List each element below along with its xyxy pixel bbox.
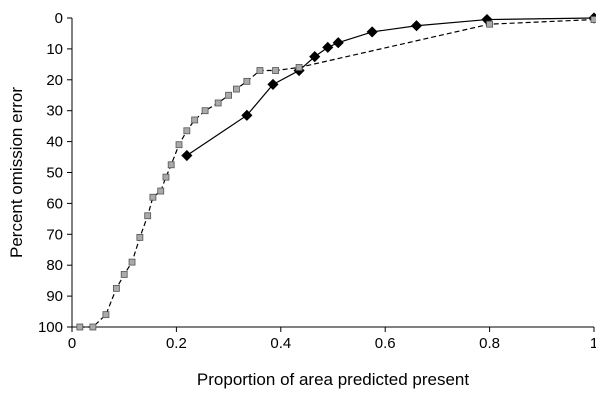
x-tick-label: 0.4 xyxy=(270,335,291,352)
y-tick-label: 10 xyxy=(46,41,63,58)
series-2-point xyxy=(102,311,110,319)
series-1-point xyxy=(309,51,321,63)
series-2-point xyxy=(162,173,170,181)
series-1-point xyxy=(241,109,253,121)
y-tick-label: 50 xyxy=(46,165,63,182)
y-tick-label: 100 xyxy=(38,319,63,336)
series-1-point xyxy=(181,149,193,162)
series-2-point xyxy=(89,323,97,331)
y-tick-label: 0 xyxy=(55,10,63,27)
x-tick-label: 0.8 xyxy=(479,335,500,352)
series-2-point xyxy=(175,141,183,149)
series-1-line xyxy=(186,17,595,157)
y-axis-title: Percent omission error xyxy=(7,87,26,258)
x-axis-ticks: 0 0.2 0.4 0.6 0.8 1 xyxy=(68,327,596,352)
series-1-point xyxy=(267,78,279,91)
series-2-line xyxy=(79,18,595,328)
series-2-point xyxy=(243,77,251,85)
y-tick-label: 80 xyxy=(46,257,63,274)
series-2-point xyxy=(157,187,165,195)
y-axis-ticks: 0 10 20 30 40 50 60 70 80 90 100 xyxy=(38,10,72,336)
x-tick-label: 0.2 xyxy=(166,335,187,352)
series-1-point xyxy=(322,41,334,53)
y-tick-label: 40 xyxy=(46,134,63,151)
series-2-point xyxy=(590,16,596,23)
y-tick-label: 30 xyxy=(46,103,63,120)
y-tick-label: 20 xyxy=(46,72,63,89)
series-2-point xyxy=(149,193,157,201)
series-1-point xyxy=(332,37,344,49)
x-tick-label: 0 xyxy=(68,335,76,352)
series-2-point xyxy=(144,212,152,220)
series-2-point xyxy=(167,161,175,169)
x-tick-label: 1 xyxy=(590,335,596,352)
x-axis-title: Proportion of area predicted present xyxy=(197,370,469,389)
series-2-point xyxy=(191,116,199,124)
series-2-point xyxy=(76,323,84,331)
series-2-point xyxy=(136,233,144,241)
y-tick-label: 60 xyxy=(46,195,63,212)
series-2-point xyxy=(272,67,279,74)
y-tick-label: 70 xyxy=(46,226,63,243)
series-2-point xyxy=(486,20,494,28)
series-2-point xyxy=(295,64,303,71)
series-2-point xyxy=(201,107,209,115)
series-2-point xyxy=(233,85,240,93)
series-layer xyxy=(76,12,596,331)
series-2-point xyxy=(128,258,136,266)
series-2-point xyxy=(183,127,191,135)
series-2-point xyxy=(112,284,120,292)
series-1-point xyxy=(410,20,423,32)
series-2-point xyxy=(120,271,128,278)
series-2-point xyxy=(225,91,233,99)
series-2-point xyxy=(214,99,222,107)
series-2-point xyxy=(256,67,264,74)
x-tick-label: 0.6 xyxy=(375,335,396,352)
series-1-point xyxy=(366,26,378,38)
y-tick-label: 90 xyxy=(46,288,63,305)
